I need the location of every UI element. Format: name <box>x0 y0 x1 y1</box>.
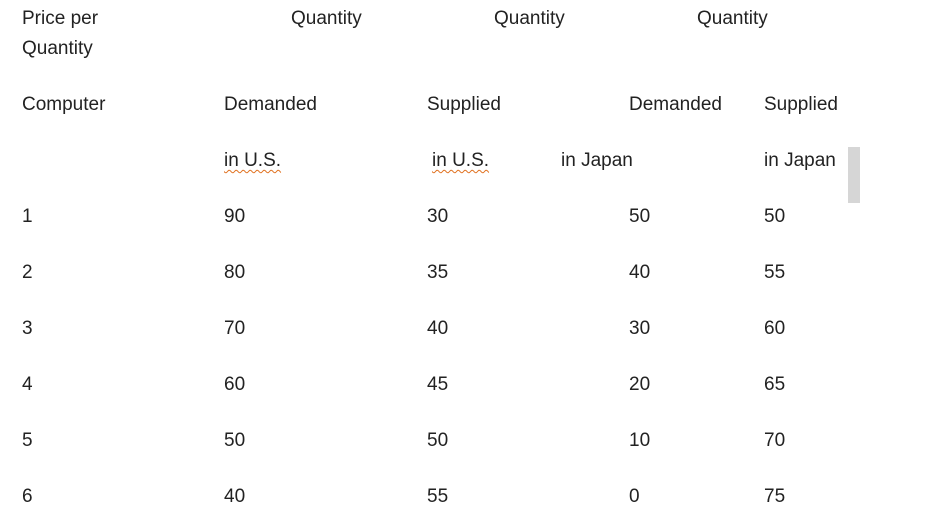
table-cell: 35 <box>427 262 449 283</box>
table-cell: 50 <box>224 430 246 451</box>
table-cell: 60 <box>224 374 246 395</box>
table-cell: 50 <box>427 430 449 451</box>
table-cell: 4 <box>22 374 33 395</box>
table-cell: 40 <box>224 486 246 507</box>
header-cell: Computer <box>22 94 106 115</box>
table-cell: 80 <box>224 262 246 283</box>
header-cell: Quantity <box>22 38 93 59</box>
table-cell: 55 <box>427 486 449 507</box>
table-cell: 50 <box>764 206 786 227</box>
table-cell: 3 <box>22 318 33 339</box>
table-cell: 60 <box>764 318 786 339</box>
table-cell: 70 <box>764 430 786 451</box>
selection-block <box>848 147 860 203</box>
table-cell: 65 <box>764 374 786 395</box>
header-cell: Quantity <box>697 8 768 29</box>
table-cell: 30 <box>629 318 651 339</box>
table-cell: 20 <box>629 374 651 395</box>
header-cell: Demanded <box>629 94 722 115</box>
header-cell: Quantity <box>291 8 362 29</box>
header-cell: in U.S. <box>224 150 282 171</box>
table-cell: 55 <box>764 262 786 283</box>
table-cell: 6 <box>22 486 33 507</box>
table-cell: 40 <box>629 262 651 283</box>
table-cell: 2 <box>22 262 33 283</box>
table-cell: 1 <box>22 206 33 227</box>
header-cell: Supplied <box>427 94 501 115</box>
table-cell: 90 <box>224 206 246 227</box>
header-cell: in Japan <box>764 150 836 171</box>
table-cell: 75 <box>764 486 786 507</box>
table-cell: 40 <box>427 318 449 339</box>
table-cell: 10 <box>629 430 651 451</box>
header-cell: in Japan <box>561 150 633 171</box>
table-cell: 5 <box>22 430 33 451</box>
table-cell: 45 <box>427 374 449 395</box>
table-cell: 50 <box>629 206 651 227</box>
header-cell: Quantity <box>494 8 565 29</box>
table-cell: 30 <box>427 206 449 227</box>
table-cell: 0 <box>629 486 640 507</box>
table-cell: 70 <box>224 318 246 339</box>
header-cell: in U.S. <box>432 150 490 171</box>
header-cell: Price per <box>22 8 99 29</box>
header-cell: Supplied <box>764 94 838 115</box>
header-cell: Demanded <box>224 94 317 115</box>
